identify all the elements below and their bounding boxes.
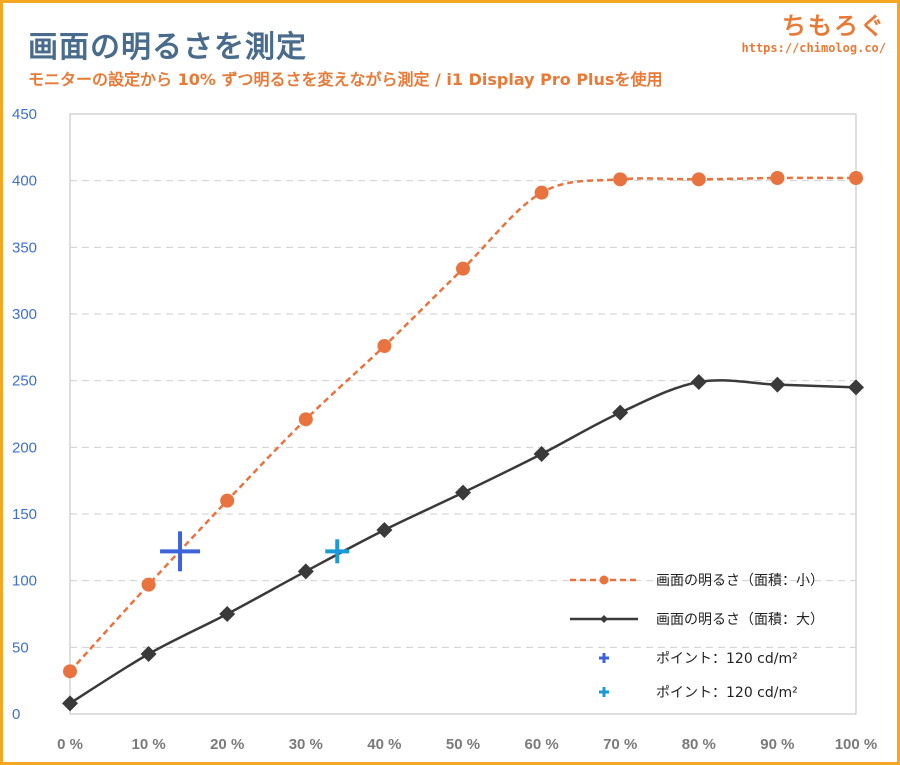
data-point xyxy=(849,171,863,185)
legend-marker xyxy=(599,575,609,585)
x-tick-label: 30 % xyxy=(289,736,323,753)
data-point xyxy=(691,172,706,187)
y-tick-label: 100 xyxy=(12,573,37,590)
x-tick-label: 0 % xyxy=(57,736,83,753)
x-tick-label: 90 % xyxy=(760,736,794,753)
brand-name: ちもろぐ xyxy=(782,12,886,40)
legend-marker xyxy=(599,653,609,663)
y-tick-label: 450 xyxy=(12,106,37,123)
highlight-point xyxy=(325,539,350,564)
brand-logo: ちもろぐ https://chimolog.co/ xyxy=(742,6,887,55)
brand-url: https://chimolog.co/ xyxy=(741,41,887,55)
data-point xyxy=(63,664,77,679)
y-tick-label: 0 xyxy=(12,706,20,723)
data-point xyxy=(377,339,392,353)
data-point xyxy=(62,695,78,712)
chart-title: 画面の明るさを測定 xyxy=(28,30,307,65)
data-point xyxy=(612,404,629,421)
x-tick-label: 70 % xyxy=(603,736,637,753)
x-tick-label: 80 % xyxy=(682,736,716,753)
y-tick-label: 200 xyxy=(12,439,37,456)
data-point xyxy=(613,172,628,187)
x-tick-label: 10 % xyxy=(131,736,165,753)
data-point xyxy=(141,577,156,592)
y-tick-label: 50 xyxy=(12,639,29,656)
x-tick-label: 20 % xyxy=(210,736,244,753)
legend-label: ポイント：120 cd/m² xyxy=(656,651,798,667)
legend-marker xyxy=(599,687,609,697)
data-point xyxy=(297,563,314,580)
y-tick-label: 350 xyxy=(12,239,37,256)
data-point xyxy=(298,412,313,427)
data-point xyxy=(690,374,707,390)
legend-label: 画面の明るさ（面積：大） xyxy=(656,612,824,628)
data-point xyxy=(219,606,236,622)
x-tick-label: 40 % xyxy=(367,736,401,753)
x-tick-label: 100 % xyxy=(835,736,878,753)
data-point xyxy=(769,376,786,393)
chart-subtitle: モニターの設定から 10% ずつ明るさを変えながら測定 / i1 Display… xyxy=(28,70,663,89)
y-tick-label: 150 xyxy=(12,506,37,523)
data-point xyxy=(456,261,470,276)
data-point xyxy=(770,171,785,185)
plot-area xyxy=(69,113,857,715)
data-point xyxy=(534,185,549,200)
x-tick-label: 50 % xyxy=(446,736,480,753)
data-point xyxy=(455,484,471,501)
data-point xyxy=(533,446,550,462)
data-point xyxy=(220,493,235,508)
legend-marker xyxy=(600,615,608,623)
highlight-point xyxy=(160,531,201,572)
y-tick-label: 250 xyxy=(12,373,37,390)
y-tick-label: 300 xyxy=(12,306,37,323)
data-point xyxy=(376,522,393,538)
legend-label: ポイント：120 cd/m² xyxy=(656,685,798,701)
series-line-0 xyxy=(69,176,857,673)
data-point xyxy=(848,379,864,396)
y-tick-label: 400 xyxy=(12,173,37,190)
x-tick-label: 60 % xyxy=(524,736,558,753)
data-point xyxy=(140,646,157,662)
legend-label: 画面の明るさ（面積：小） xyxy=(656,573,824,589)
